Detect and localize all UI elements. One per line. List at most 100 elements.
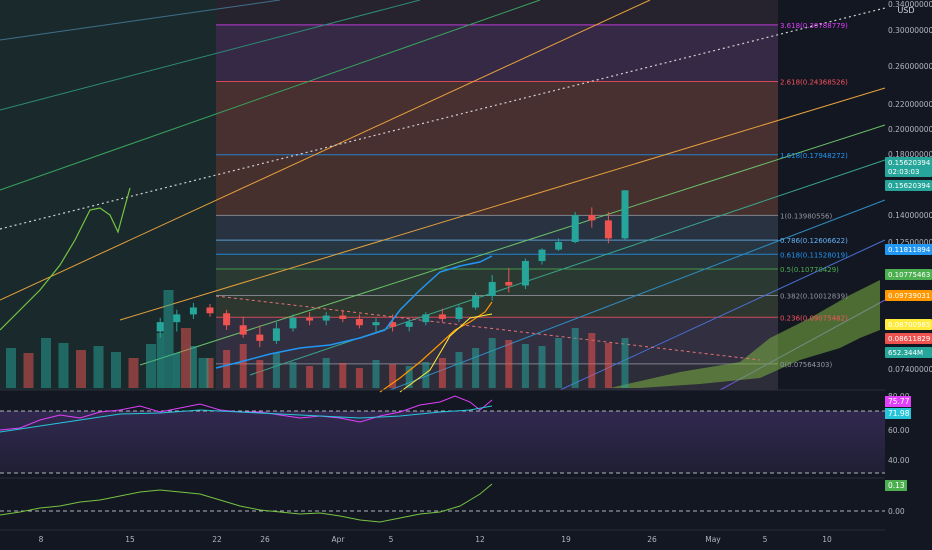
price-badge: [885, 333, 932, 344]
candle-body: [455, 307, 463, 319]
volume-bar: [156, 333, 164, 388]
ma-slow-line: [379, 301, 493, 393]
price-badge-value: 0.11811894: [888, 246, 931, 254]
price-badge-value: 0.09739031: [888, 292, 930, 300]
volume-bar: [189, 346, 197, 388]
price-tick-label: 0.12500000: [888, 238, 932, 247]
rsi-tick-label: 40.00: [888, 456, 910, 465]
candle-body: [173, 314, 181, 323]
fib-level-label: 1.618(0.17948272): [780, 152, 848, 160]
price-badge-value: 0.10775463: [888, 271, 930, 279]
osc-badge: [885, 480, 907, 491]
candle-body: [521, 261, 529, 286]
rsi-tick-label: 60.00: [888, 426, 910, 435]
price-badge: [885, 319, 932, 330]
rsi-ma-line: [0, 405, 493, 433]
candles: [156, 190, 629, 348]
candle-body: [488, 282, 496, 296]
time-tick-label: 12: [475, 535, 485, 544]
candle-body: [472, 296, 480, 308]
resistance-dashed-line: [215, 295, 761, 361]
price-badge: [885, 290, 932, 301]
volume-bar: [289, 362, 297, 388]
volume-bar: [272, 353, 280, 388]
candle-body: [206, 307, 214, 314]
price-badge: [885, 269, 932, 280]
candle-body: [355, 319, 363, 326]
volume-bar: [455, 352, 463, 388]
volume-bars: [6, 290, 629, 388]
candle-body: [239, 325, 247, 335]
osc-tick-label: 0.00: [888, 507, 905, 516]
volume-bar: [438, 358, 446, 388]
price-tick-label: 0.07400000: [888, 365, 932, 374]
volume-bar: [538, 346, 546, 388]
candle-body: [189, 307, 197, 315]
fib-band: [216, 295, 778, 318]
volume-bar: [181, 328, 191, 388]
candle-body: [422, 314, 430, 323]
price-badge-value: 652.344M: [888, 349, 923, 357]
volume-bar: [239, 344, 247, 388]
osc-line: [0, 483, 493, 523]
time-tick-label: 5: [763, 535, 768, 544]
volume-bar: [405, 366, 413, 388]
fib-band: [216, 317, 778, 364]
time-tick-label: 19: [561, 535, 571, 544]
ma-yellow-line: [399, 313, 493, 393]
price-tick-label: 0.26000000: [888, 62, 932, 71]
fib-level-label: 3.618(0.30788779): [780, 22, 848, 30]
candle-body: [306, 317, 314, 321]
volume-bar: [306, 366, 314, 388]
price-badge: [885, 157, 932, 177]
volume-bar: [505, 340, 513, 388]
time-tick-label: 22: [212, 535, 222, 544]
volume-bar: [23, 353, 34, 388]
volume-bar: [163, 290, 174, 388]
candle-body: [604, 220, 612, 239]
volume-bar: [41, 338, 51, 388]
rsi-badge-value: 75.77: [888, 397, 910, 406]
time-tick-label: 26: [647, 535, 657, 544]
volume-bar: [198, 358, 209, 388]
candle-body: [322, 315, 330, 321]
volume-bar: [173, 353, 181, 388]
candle-body: [339, 315, 347, 319]
volume-bar: [588, 333, 596, 388]
candle-body: [156, 322, 164, 332]
volume-bar: [571, 328, 579, 388]
price-tick-label: 0.30000000: [888, 26, 932, 35]
candle-body: [405, 322, 413, 327]
fib-band: [216, 81, 778, 155]
volume-bar: [322, 358, 330, 388]
candle-body: [621, 190, 629, 239]
price-tick-label: 0.20000000: [888, 125, 932, 134]
price-tick-label: 0.14000000: [888, 211, 932, 220]
rsi-badge-value: 71.98: [888, 409, 910, 418]
candle-body: [272, 328, 280, 341]
fib-band: [216, 215, 778, 241]
candle-body: [538, 249, 546, 261]
volume-bar: [555, 338, 563, 388]
volume-bar: [339, 363, 347, 388]
volume-bar: [206, 358, 214, 388]
osc-badge-value: 0.13: [888, 481, 905, 490]
volume-bar: [223, 350, 231, 388]
volume-bar: [6, 348, 16, 388]
volume-bar: [355, 368, 363, 388]
volume-bar: [488, 338, 496, 388]
volume-bar: [372, 360, 380, 388]
candle-body: [571, 215, 579, 242]
fib-level-label: 0.786(0.12606622): [780, 237, 848, 245]
candle-body: [372, 322, 380, 326]
volume-bar: [111, 352, 121, 388]
volume-bar: [621, 338, 629, 388]
price-badge-value: 0.08611829: [888, 335, 930, 343]
time-tick-label: 8: [39, 535, 44, 544]
candle-body: [256, 334, 264, 341]
currency-label: USD: [897, 6, 914, 15]
fib-level-label: 2.618(0.24368526): [780, 78, 848, 86]
time-tick-label: 10: [822, 535, 832, 544]
time-tick-label: 5: [389, 535, 394, 544]
